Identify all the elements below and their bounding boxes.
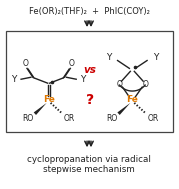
Text: OR: OR (147, 114, 159, 123)
Text: RO: RO (106, 114, 117, 123)
Text: Fe: Fe (126, 95, 138, 104)
Text: vs: vs (84, 65, 96, 75)
Text: Fe: Fe (43, 95, 55, 104)
Text: O: O (68, 59, 74, 68)
Text: stepwise mechanism: stepwise mechanism (43, 165, 135, 174)
Text: Y: Y (11, 75, 17, 84)
Text: RO: RO (22, 114, 34, 123)
Text: Y: Y (80, 75, 86, 84)
Text: O: O (142, 80, 148, 89)
Text: O: O (117, 80, 122, 89)
Polygon shape (34, 103, 47, 115)
Text: O: O (23, 59, 29, 68)
Text: Y: Y (106, 53, 111, 62)
Bar (6, 31, 173, 132)
Text: ?: ? (86, 93, 94, 107)
Text: cyclopropanation via radical: cyclopropanation via radical (27, 155, 151, 164)
Text: Fe(OR)₂(THF)₂  +  PhIC(COY)₂: Fe(OR)₂(THF)₂ + PhIC(COY)₂ (29, 7, 149, 16)
Polygon shape (117, 103, 130, 115)
Text: Y: Y (153, 53, 159, 62)
Text: OR: OR (64, 114, 75, 123)
